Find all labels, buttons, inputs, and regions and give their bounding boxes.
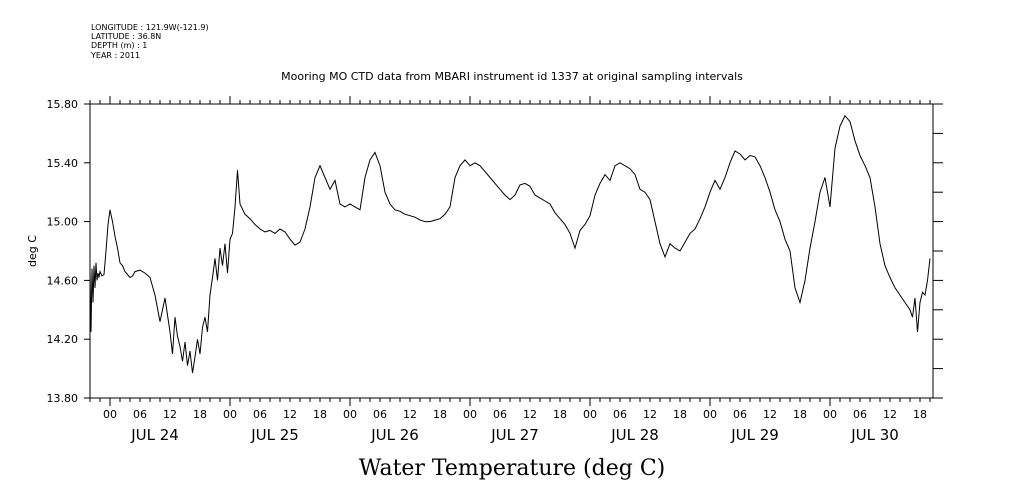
x-tick-label: 06 (853, 408, 867, 421)
x-tick-label: 06 (493, 408, 507, 421)
y-axis-label: deg C (26, 235, 39, 267)
y-tick-label: 14.60 (47, 274, 79, 287)
x-tick-label: 12 (403, 408, 417, 421)
x-tick-label: 00 (223, 408, 237, 421)
x-tick-label: 18 (913, 408, 927, 421)
x-tick-label: 06 (733, 408, 747, 421)
x-tick-label: 12 (163, 408, 177, 421)
meta-line-depth: DEPTH (m) : 1 (91, 41, 147, 50)
y-tick-label: 15.40 (47, 157, 79, 170)
y-tick-label: 15.80 (47, 98, 79, 111)
x-tick-label: 00 (823, 408, 837, 421)
x-day-label: JUL 25 (250, 426, 299, 444)
bottom-title: Water Temperature (deg C) (359, 456, 666, 481)
x-tick-label: 00 (103, 408, 117, 421)
x-tick-label: 12 (643, 408, 657, 421)
meta-line-latitude: LATITUDE : 36.8N (91, 32, 161, 41)
x-day-label: JUL 26 (370, 426, 419, 444)
y-tick-label: 15.00 (47, 216, 79, 229)
x-day-label: JUL 27 (490, 426, 539, 444)
x-day-label: JUL 28 (610, 426, 659, 444)
x-tick-label: 18 (793, 408, 807, 421)
meta-line-longitude: LONGITUDE : 121.9W(-121.9) (91, 23, 209, 32)
x-day-label: JUL 29 (730, 426, 779, 444)
x-tick-label: 18 (673, 408, 687, 421)
x-tick-label: 06 (253, 408, 267, 421)
x-tick-label: 18 (433, 408, 447, 421)
plot-frame (89, 103, 934, 399)
x-tick-label: 12 (763, 408, 777, 421)
x-day-label: JUL 24 (130, 426, 179, 444)
x-tick-label: 00 (583, 408, 597, 421)
meta-block: LONGITUDE : 121.9W(-121.9) LATITUDE : 36… (90, 23, 209, 60)
x-tick-label: 00 (703, 408, 717, 421)
meta-line-year: YEAR : 2011 (90, 51, 140, 60)
x-tick-label: 00 (463, 408, 477, 421)
x-axis: 00 06 12 18 JUL 24 00 06 12 18 JUL 25 00 06 12 18 JUL … (89, 96, 931, 444)
x-tick-label: 18 (553, 408, 567, 421)
x-tick-label: 12 (283, 408, 297, 421)
y-axis: 13.80 14.20 14.60 15.00 15.40 15.80 (47, 98, 943, 405)
y-tick-label: 14.20 (47, 333, 79, 346)
x-tick-label: 18 (193, 408, 207, 421)
x-tick-label: 06 (373, 408, 387, 421)
series-line-water-temperature (89, 114, 931, 374)
x-tick-label: 06 (133, 408, 147, 421)
x-tick-label: 12 (883, 408, 897, 421)
y-tick-label: 13.80 (47, 392, 79, 405)
x-tick-label: 12 (523, 408, 537, 421)
x-tick-label: 00 (343, 408, 357, 421)
chart-title: Mooring MO CTD data from MBARI instrumen… (281, 70, 743, 83)
x-day-label: JUL 30 (850, 426, 899, 444)
x-tick-label: 06 (613, 408, 627, 421)
x-tick-label: 18 (313, 408, 327, 421)
